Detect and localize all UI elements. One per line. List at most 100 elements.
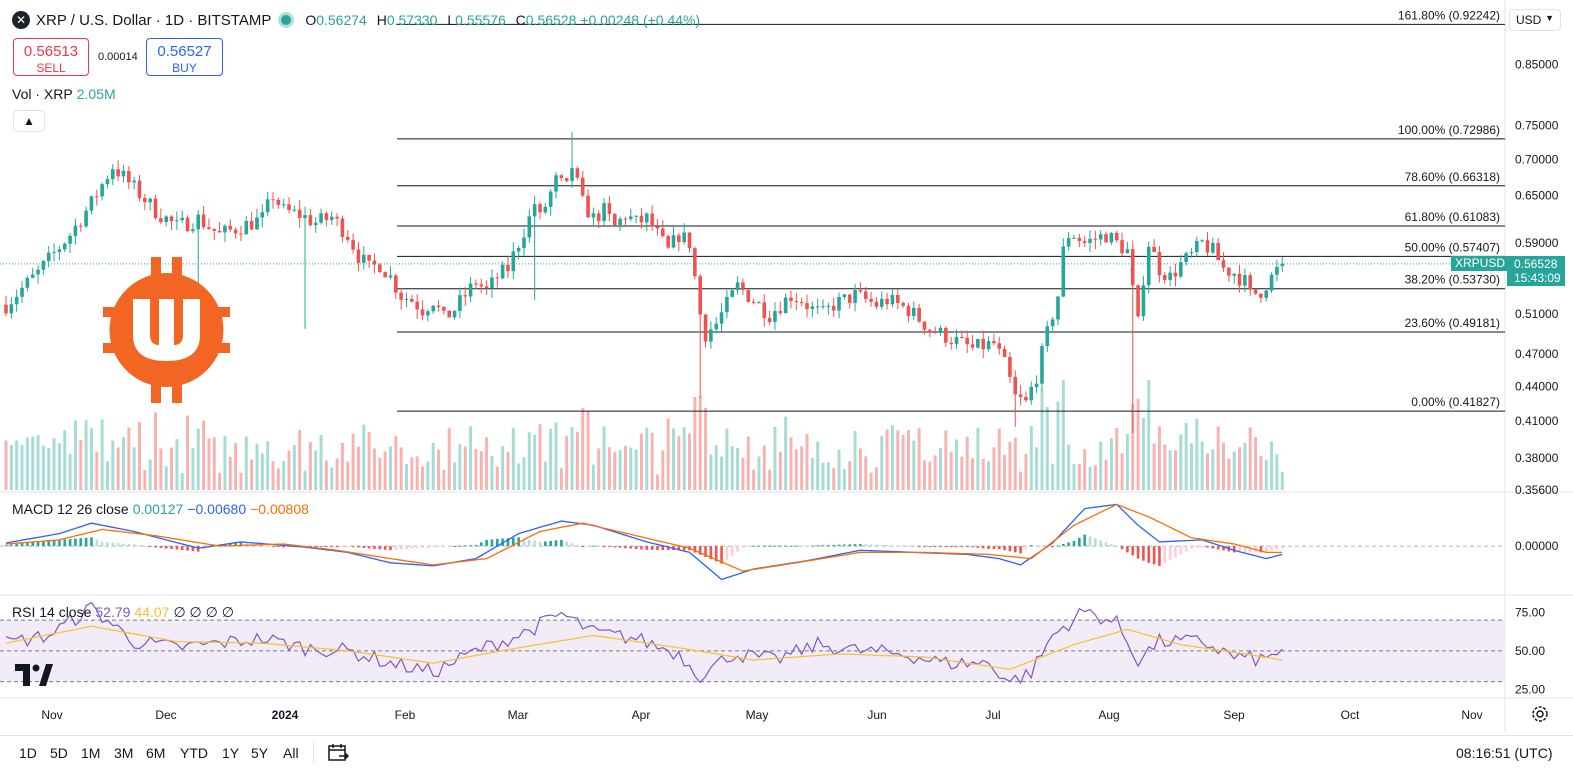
volume-label: Vol · XRP — [12, 86, 73, 102]
volume-bar — [1206, 453, 1209, 490]
time-axis-label: Nov — [1461, 708, 1482, 722]
macd-legend[interactable]: MACD 12 26 close 0.00127 −0.00680 −0.00808 — [12, 501, 309, 517]
candle-body — [105, 179, 110, 185]
volume-bar — [736, 447, 740, 490]
macd-hist-bar — [277, 546, 280, 548]
range-5d-button[interactable]: 5D — [50, 745, 68, 761]
candle-body — [490, 277, 494, 288]
volume-bar — [148, 459, 152, 490]
candle-body — [1125, 249, 1130, 254]
macd-hist-bar — [592, 545, 595, 547]
candle-body — [874, 301, 879, 307]
macd-hist-bar — [1163, 546, 1167, 564]
volume-bar — [768, 469, 772, 490]
gear-icon[interactable] — [1530, 704, 1550, 724]
macd-hist-bar — [47, 540, 51, 547]
volume-bar — [1200, 441, 1204, 490]
volume-bar — [885, 429, 889, 490]
volume-bar — [1141, 417, 1145, 490]
volume-bar — [223, 435, 227, 490]
tradingview-logo[interactable] — [15, 664, 53, 686]
volume-bar — [1045, 406, 1049, 490]
time-axis-label: Apr — [632, 708, 651, 722]
range-6m-button[interactable]: 6M — [146, 745, 166, 761]
macd-hist-bar — [1083, 534, 1086, 547]
calendar-icon[interactable] — [327, 742, 349, 764]
volume-bar — [890, 425, 894, 490]
open-label: O — [305, 12, 317, 28]
volume-legend[interactable]: Vol · XRP 2.05M — [12, 86, 116, 102]
volume-bar — [410, 457, 414, 490]
candle-body — [799, 302, 804, 304]
macd-hist-bar — [442, 546, 446, 548]
macd-hist-bar — [106, 542, 109, 547]
close-circle-icon[interactable]: ✕ — [12, 11, 30, 29]
rsi-legend[interactable]: RSI 14 close 52.79 44.07 ∅ ∅ ∅ ∅ — [12, 604, 234, 621]
currency-select[interactable]: USD ▼ — [1509, 9, 1561, 31]
candle-body — [842, 294, 847, 297]
candle-body — [810, 306, 815, 309]
macd-hist-bar — [714, 546, 718, 562]
candle-body — [474, 283, 478, 285]
macd-hist-bar — [90, 537, 93, 547]
candle-body — [954, 336, 959, 344]
fib-level-label: 61.80% (0.61083) — [1405, 210, 1500, 224]
range-ytd-button[interactable]: YTD — [180, 745, 208, 761]
volume-bar — [228, 456, 232, 490]
range-1m-button[interactable]: 1M — [81, 745, 101, 761]
volume-bar — [1163, 444, 1167, 490]
range-all-button[interactable]: All — [283, 745, 299, 761]
volume-bar — [495, 466, 499, 490]
volume-bar — [1227, 458, 1231, 490]
macd-hist-bar — [1222, 546, 1225, 551]
candle-body — [687, 232, 692, 249]
range-5y-button[interactable]: 5Y — [251, 745, 269, 761]
price-axis-tick: 0.44000 — [1515, 379, 1559, 393]
candle-body — [319, 213, 323, 223]
candle-body — [255, 217, 259, 230]
volume-bar — [559, 467, 563, 490]
volume-bar — [821, 462, 825, 490]
macd-line — [5, 503, 1283, 581]
volume-bar — [618, 450, 622, 490]
candle-body — [1280, 263, 1285, 267]
macd-axis-tick: 0.00000 — [1515, 539, 1559, 553]
macd-hist-bar — [84, 537, 88, 547]
volume-bar — [789, 437, 793, 490]
volume-bar — [1211, 449, 1215, 490]
change-value: +0.00248 (+0.44%) — [580, 12, 701, 28]
macd-hist-bar — [234, 543, 237, 547]
candle-body — [1018, 394, 1023, 397]
symbol-title[interactable]: XRP / U.S. Dollar · 1D · BITSTAMP — [36, 11, 272, 29]
low-label: L — [447, 12, 456, 28]
macd-hist-bar — [463, 545, 467, 547]
collapse-legend-button[interactable]: ▲ — [13, 110, 45, 132]
volume-bar — [105, 461, 109, 490]
macd-hist-bar — [373, 546, 376, 549]
candle-body — [901, 302, 905, 306]
sell-button[interactable]: 0.56513 SELL — [13, 38, 89, 76]
volume-bar — [463, 446, 467, 490]
candle-body — [431, 305, 435, 312]
symbol-price-tag: XRPUSD — [1451, 255, 1510, 271]
range-1d-button[interactable]: 1D — [19, 745, 37, 761]
volume-bar — [154, 412, 158, 490]
volume-bar — [965, 436, 969, 490]
candle-body — [1029, 386, 1034, 401]
candle-body — [207, 227, 211, 229]
macd-hist-bar — [383, 546, 387, 550]
macd-hist-bar — [196, 546, 200, 552]
range-1y-button[interactable]: 1Y — [222, 745, 240, 761]
macd-hist-bar — [1216, 546, 1220, 550]
volume-bar — [1280, 471, 1284, 490]
buy-button[interactable]: 0.56527 BUY — [146, 38, 223, 76]
candle-body — [650, 213, 654, 227]
volume-bar — [987, 461, 991, 490]
utc-clock[interactable]: 08:16:51 (UTC) — [1456, 745, 1553, 761]
volume-bar — [388, 446, 392, 490]
range-3m-button[interactable]: 3M — [114, 745, 134, 761]
macd-hist-bar — [955, 546, 958, 548]
candle-body — [714, 323, 719, 330]
volume-bar — [1238, 447, 1242, 490]
